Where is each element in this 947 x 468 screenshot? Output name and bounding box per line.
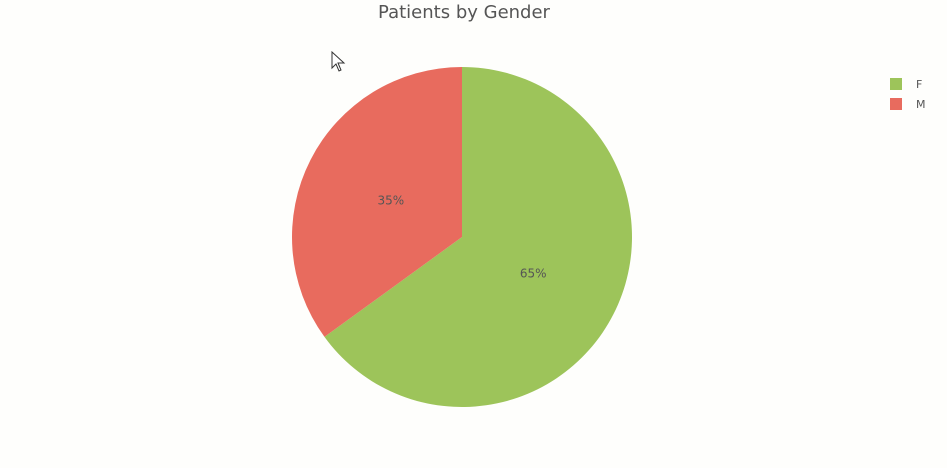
legend-swatch-f bbox=[890, 78, 902, 90]
legend-label-f: F bbox=[916, 77, 923, 91]
legend: F M bbox=[890, 74, 926, 114]
legend-item-m[interactable]: M bbox=[890, 94, 926, 114]
slice-label-m: 35% bbox=[377, 194, 404, 208]
legend-label-m: M bbox=[916, 97, 926, 111]
pie-slice-f[interactable] bbox=[324, 67, 633, 407]
chart-title: Patients by Gender bbox=[378, 2, 550, 23]
mouse-pointer-icon bbox=[331, 51, 346, 72]
legend-item-f[interactable]: F bbox=[890, 74, 926, 94]
legend-swatch-m bbox=[890, 98, 902, 110]
slice-label-f: 65% bbox=[520, 266, 547, 280]
pie-slice-m[interactable] bbox=[292, 67, 462, 337]
